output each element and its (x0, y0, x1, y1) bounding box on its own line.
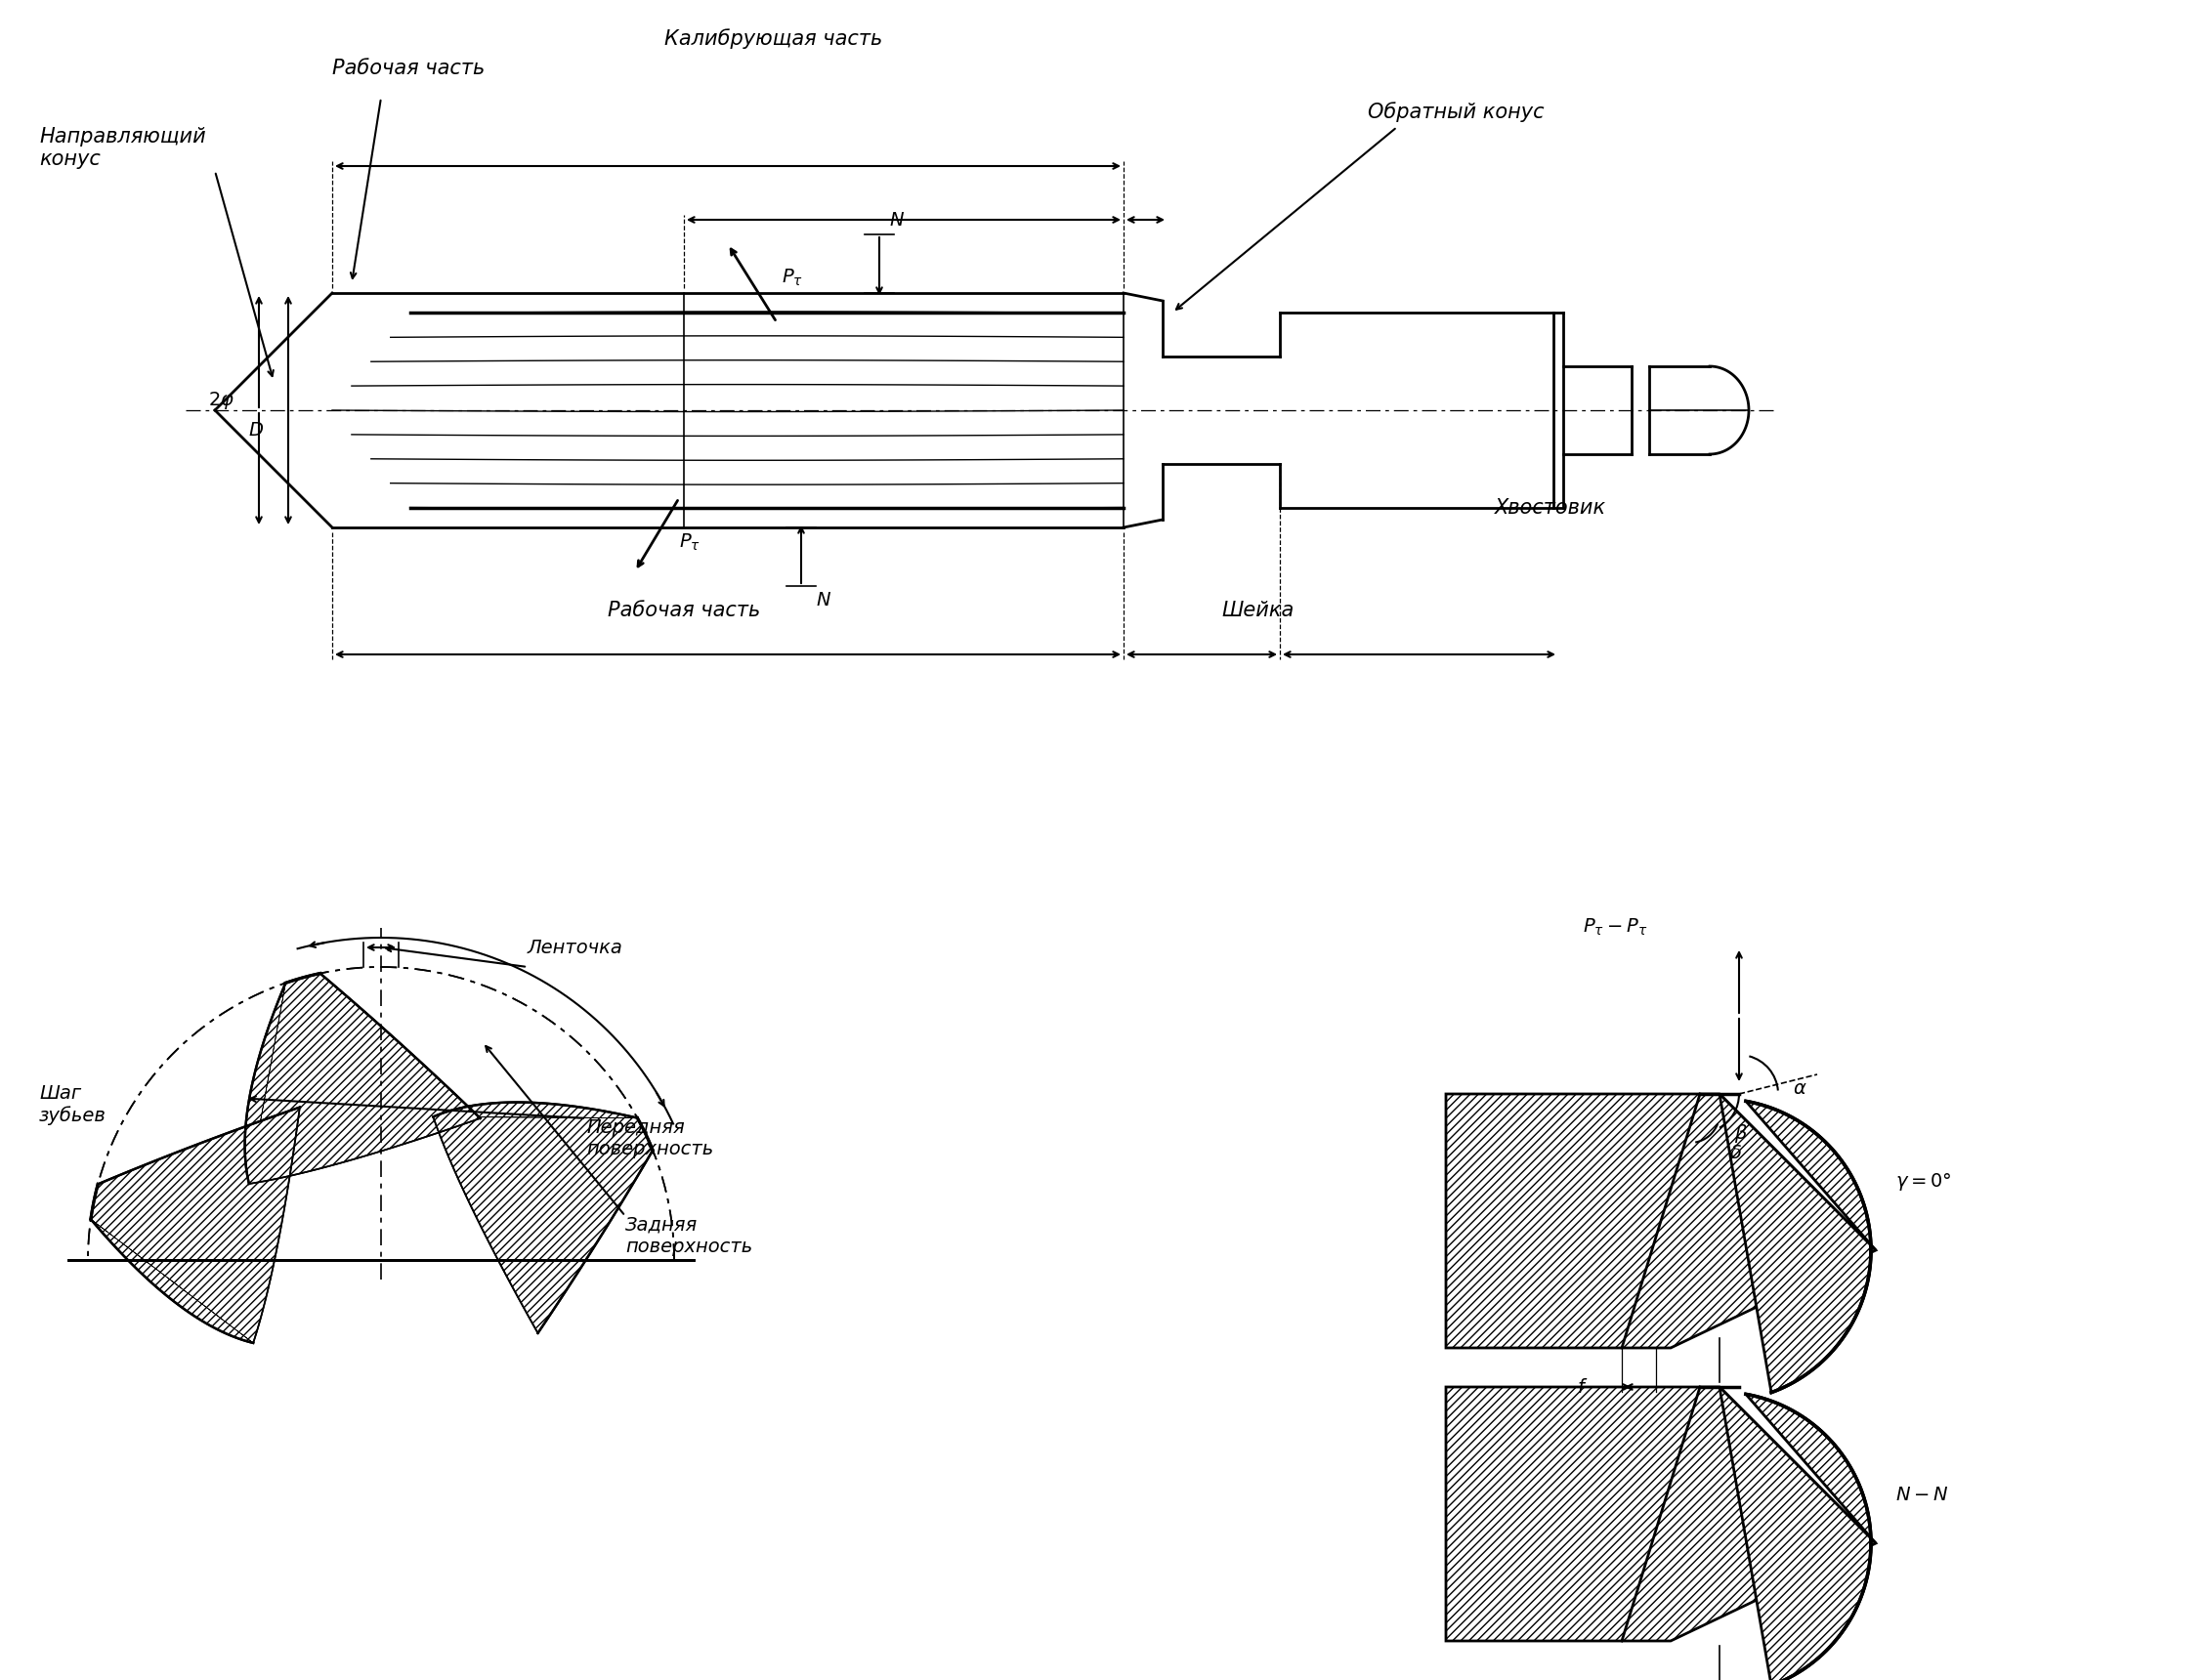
Polygon shape (1446, 1388, 1877, 1641)
Text: $\delta$: $\delta$ (1729, 1144, 1742, 1163)
Polygon shape (433, 1102, 654, 1334)
Text: Рабочая часть: Рабочая часть (607, 601, 760, 620)
Text: Ленточка: Ленточка (528, 939, 623, 958)
Text: $\gamma = 0°$: $\gamma = 0°$ (1894, 1171, 1952, 1193)
Text: $P_{\tau}-P_{\tau}$: $P_{\tau}-P_{\tau}$ (1583, 917, 1647, 937)
Text: $\beta$: $\beta$ (1733, 1122, 1749, 1144)
Polygon shape (1446, 1094, 1877, 1347)
Text: Калибрующая часть: Калибрующая часть (665, 29, 883, 49)
Text: $P_{\tau}$: $P_{\tau}$ (680, 533, 700, 553)
Text: Хвостовик: Хвостовик (1495, 499, 1605, 517)
Text: Шейка: Шейка (1221, 601, 1294, 620)
Polygon shape (1720, 1094, 1877, 1393)
Polygon shape (1720, 1388, 1877, 1680)
Text: Шаг
зубьев: Шаг зубьев (40, 1084, 106, 1126)
Polygon shape (91, 1107, 300, 1342)
Polygon shape (245, 973, 481, 1184)
Text: $N$: $N$ (815, 591, 832, 610)
Text: Задняя
поверхность: Задняя поверхность (625, 1216, 753, 1257)
Polygon shape (433, 1102, 654, 1334)
Text: $N-N$: $N-N$ (1894, 1485, 1950, 1504)
Text: Рабочая часть: Рабочая часть (331, 59, 486, 79)
Text: $P_{\tau}$: $P_{\tau}$ (782, 267, 804, 289)
Polygon shape (88, 968, 673, 1260)
Text: Передняя
поверхность: Передняя поверхность (585, 1119, 713, 1159)
Text: Обратный конус: Обратный конус (1367, 102, 1543, 123)
Text: $2\varphi$: $2\varphi$ (208, 390, 234, 412)
Text: $N$: $N$ (890, 212, 905, 230)
Text: Направляющий
конус: Направляющий конус (40, 128, 205, 170)
Text: $D$: $D$ (247, 420, 263, 438)
Text: $f$: $f$ (1577, 1378, 1588, 1396)
Polygon shape (245, 973, 481, 1184)
Polygon shape (91, 1107, 300, 1342)
Text: $\alpha$: $\alpha$ (1793, 1080, 1806, 1099)
